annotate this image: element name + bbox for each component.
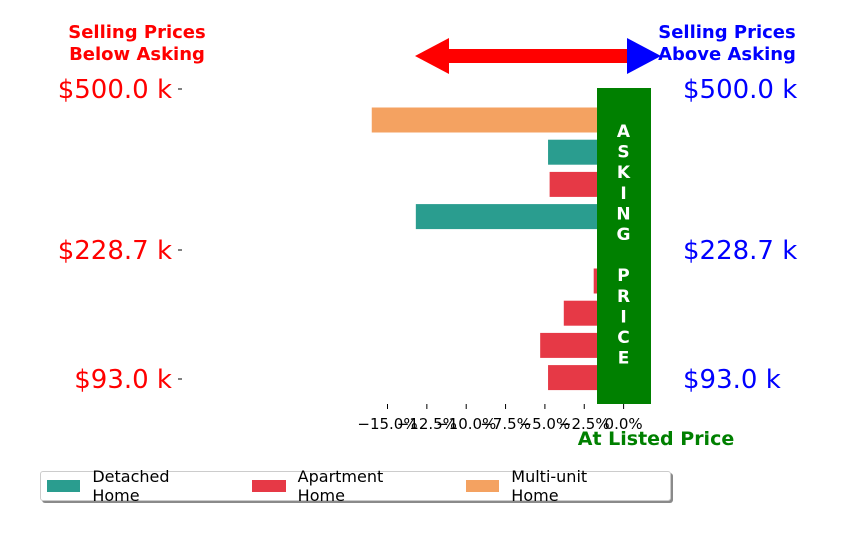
right-title-line-1: Above Asking [658,44,796,65]
band-letter-8: R [617,287,630,307]
legend: Detached Home Apartment Home Multi-unit … [40,467,671,505]
legend-item-detached: Detached Home [47,467,219,505]
legend-swatch-multiunit [465,480,500,492]
y-left-label-0: $500.0 k [58,75,172,105]
band-letter-4: N [616,204,630,224]
band-letter-5: G [617,225,631,245]
band-letter-3: I [620,184,626,204]
band-letter-1: S [617,143,629,163]
y-right-label-2: $93.0 k [683,365,781,395]
x-tick-label-4: −5.0% [520,415,571,433]
x-tick-label-2: −10.0% [436,415,496,433]
asking-price-band [597,88,651,404]
y-left-label-2: $93.0 k [74,365,172,395]
left-title-line-1: Below Asking [69,44,205,65]
bar-3 [415,204,624,230]
legend-label-apartment: Apartment Home [297,467,384,505]
legend-swatch-apartment [252,480,286,492]
y-right-label-1: $228.7 k [683,236,797,266]
arrow-head-left [415,38,449,74]
bottom-label: At Listed Price [578,428,734,450]
legend-label-detached: Detached Home [92,467,170,505]
band-letter-10: C [617,328,629,348]
band-letter-11: E [618,349,630,369]
band-letter-9: I [620,307,626,327]
x-tick-label-1: −12.5% [397,415,457,433]
band-letter-0: A [617,122,631,142]
x-tick-label-0: −15.0% [357,415,417,433]
y-left-label-1: $228.7 k [58,236,172,266]
right-title-line-0: Selling Prices [658,22,795,43]
arrow-shaft [446,49,631,63]
left-title-line-0: Selling Prices [68,22,205,43]
arrow-head-right [627,38,661,74]
legend-item-multiunit: Multi-unit Home [465,467,637,505]
legend-label-multiunit: Multi-unit Home [511,467,588,505]
legend-item-apartment: Apartment Home [252,467,433,505]
band-letter-7: P [617,266,629,286]
legend-swatch-detached [47,480,81,492]
x-tick-label-6: 0.0% [605,415,643,433]
x-tick-label-3: −7.5% [480,415,531,433]
band-letter-2: K [617,163,631,183]
bar-0 [371,107,624,133]
x-tick-label-5: −2.5% [559,415,610,433]
y-right-label-0: $500.0 k [683,75,797,105]
